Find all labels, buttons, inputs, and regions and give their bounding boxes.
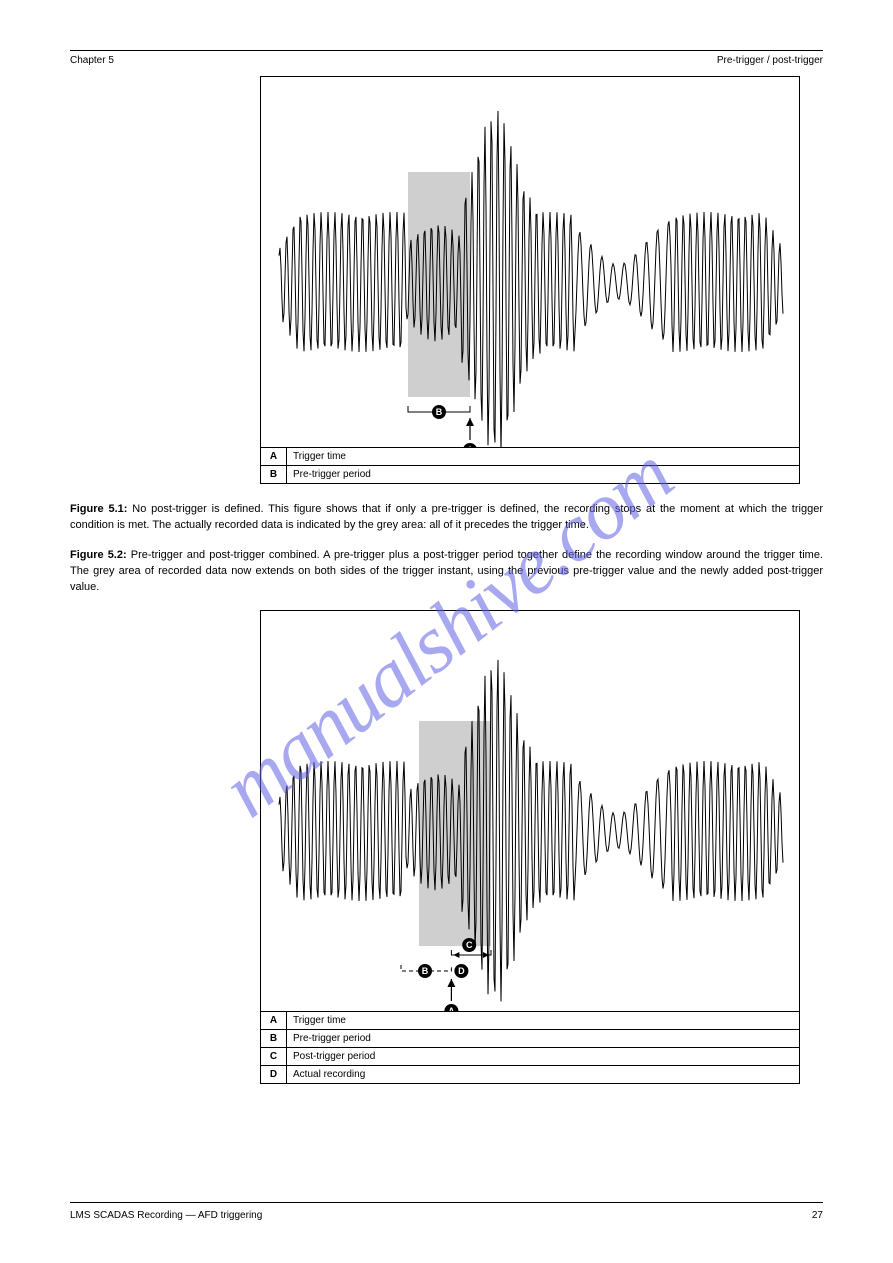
figure-2-svg: C B D A — [261, 611, 799, 1011]
page-header: Chapter 5 Pre-trigger / post-trigger — [70, 55, 823, 66]
svg-text:B: B — [422, 966, 429, 976]
figure-2-legend-row-b: B Pre-trigger period — [261, 1029, 799, 1047]
bottom-rule — [70, 1202, 823, 1203]
legend-key: A — [261, 448, 287, 465]
legend-key: B — [261, 466, 287, 483]
figure-2-legend-row-d: D Actual recording — [261, 1065, 799, 1083]
figure-2-caption: Figure 5.2: Pre-trigger and post-trigger… — [70, 548, 823, 596]
figure-1: BA A Trigger time B Pre-trigger period — [260, 76, 800, 484]
legend-key: C — [261, 1048, 287, 1065]
legend-value: Pre-trigger period — [287, 1030, 799, 1047]
page: Chapter 5 Pre-trigger / post-trigger BA … — [0, 0, 893, 1263]
legend-value: Trigger time — [287, 448, 799, 465]
legend-value: Actual recording — [287, 1066, 799, 1083]
legend-value: Trigger time — [287, 1012, 799, 1029]
caption-lead: Figure 5.1: — [70, 503, 132, 515]
caption-text: Pre-trigger and post-trigger combined. A… — [70, 549, 823, 593]
page-footer: LMS SCADAS Recording — AFD triggering 27 — [70, 1210, 823, 1221]
header-left: Chapter 5 — [70, 55, 114, 66]
top-rule — [70, 50, 823, 51]
svg-text:B: B — [436, 407, 443, 417]
header-right: Pre-trigger / post-trigger — [717, 55, 823, 66]
figure-2-legend-row-c: C Post-trigger period — [261, 1047, 799, 1065]
figure-1-svg: BA — [261, 77, 799, 447]
figure-2-legend-row-a: A Trigger time — [261, 1011, 799, 1029]
caption-lead: Figure 5.2: — [70, 549, 131, 561]
legend-value: Pre-trigger period — [287, 466, 799, 483]
figure-2-waveform: C B D A — [261, 611, 799, 1011]
legend-key: B — [261, 1030, 287, 1047]
legend-value: Post-trigger period — [287, 1048, 799, 1065]
figure-2: CBDA A Trigger time B Pre-trigger period… — [260, 610, 800, 1084]
footer-right: 27 — [812, 1210, 823, 1221]
svg-text:D: D — [458, 966, 465, 976]
svg-text:A: A — [467, 445, 474, 447]
svg-text:A: A — [448, 1006, 455, 1011]
footer-left: LMS SCADAS Recording — AFD triggering — [70, 1210, 262, 1221]
figure-1-waveform: BA — [261, 77, 799, 447]
legend-key: D — [261, 1066, 287, 1083]
figure-1-caption: Figure 5.1: No post-trigger is defined. … — [70, 502, 823, 534]
figure-1-legend-row-a: A Trigger time — [261, 447, 799, 465]
figure-1-legend-row-b: B Pre-trigger period — [261, 465, 799, 483]
legend-key: A — [261, 1012, 287, 1029]
caption-text: No post-trigger is defined. This figure … — [70, 503, 823, 531]
svg-text:C: C — [466, 940, 473, 950]
